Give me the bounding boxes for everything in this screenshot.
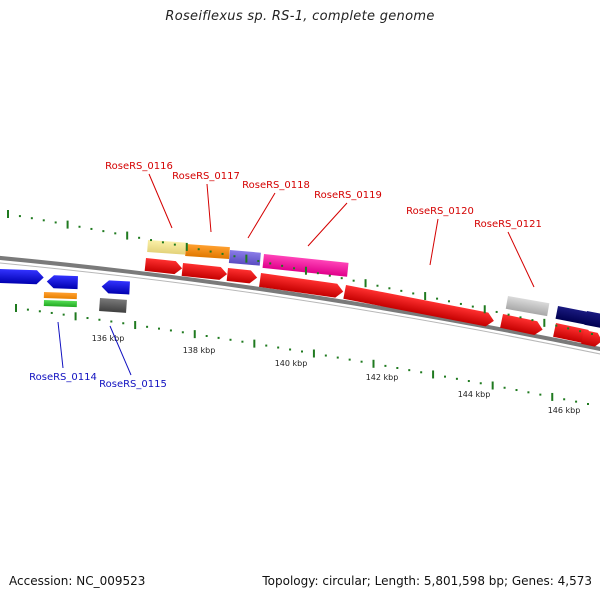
genome-backbone-shadow xyxy=(0,262,600,355)
gene-navy-2 xyxy=(584,311,600,329)
gene-label: RoseRS_0119 xyxy=(314,190,382,201)
gene-roseRS-0117 xyxy=(185,244,230,260)
gene-roseRS-0114-orange xyxy=(43,292,77,300)
tick-label: 138 kbp xyxy=(183,346,216,355)
accession-text: Accession: NC_009523 xyxy=(9,574,146,588)
gene-dark-gray-shape xyxy=(99,298,127,313)
gene-label-leader xyxy=(109,325,132,376)
gene-label-leader xyxy=(247,192,276,239)
cds-forward-6-shape xyxy=(500,314,543,335)
gene-blue-reverse xyxy=(46,275,78,290)
gene-navy-2-shape xyxy=(584,311,600,329)
tick-label: 144 kbp xyxy=(458,390,491,399)
gene-roseRS-0116-shape xyxy=(147,240,186,255)
gene-roseRS-0115-shape xyxy=(101,280,130,295)
gene-roseRS-0121 xyxy=(505,296,550,317)
cds-forward-4 xyxy=(259,273,344,298)
gene-roseRS-0118 xyxy=(228,250,261,266)
cds-forward-3-shape xyxy=(226,268,258,284)
gene-roseRS-0114-green-shape xyxy=(43,300,77,308)
genome-backbone xyxy=(0,255,600,351)
cds-forward-1-shape xyxy=(144,258,183,275)
cds-forward-5-shape xyxy=(343,285,494,327)
gene-label: RoseRS_0120 xyxy=(406,206,474,217)
cds-forward-5 xyxy=(343,285,494,327)
gene-navy-1-shape xyxy=(555,306,588,325)
gene-label: RoseRS_0115 xyxy=(99,379,167,390)
gene-blue-reverse-shape xyxy=(46,275,78,290)
tick-label: 142 kbp xyxy=(366,373,399,382)
gene-blue-left-shape xyxy=(0,269,44,285)
gene-label: RoseRS_0118 xyxy=(242,180,310,191)
tick-label: 136 kbp xyxy=(92,334,125,343)
map-title: Roseiflexus sp. RS-1, complete genome xyxy=(165,9,435,24)
cds-forward-4-shape xyxy=(259,273,344,298)
gene-label-leader xyxy=(57,321,64,369)
cds-forward-2 xyxy=(181,263,228,280)
gene-roseRS-0114-orange-shape xyxy=(43,292,77,300)
cds-forward-3 xyxy=(226,268,258,284)
gene-label-leader xyxy=(429,218,439,266)
gene-label: RoseRS_0116 xyxy=(105,161,173,172)
gene-dark-gray xyxy=(99,298,127,313)
cds-forward-8-shape xyxy=(581,330,600,347)
gene-navy-1 xyxy=(555,306,588,325)
cds-forward-1 xyxy=(144,258,183,275)
gene-blue-left xyxy=(0,269,44,285)
gene-label-leader xyxy=(507,231,535,288)
gene-roseRS-0115 xyxy=(101,280,130,295)
gene-label: RoseRS_0121 xyxy=(474,219,542,230)
gene-label: RoseRS_0117 xyxy=(172,171,240,182)
gene-label-leader xyxy=(206,183,212,233)
cds-forward-6 xyxy=(500,314,543,335)
gene-roseRS-0119-shape xyxy=(262,254,349,277)
gene-roseRS-0117-shape xyxy=(185,244,230,260)
gene-roseRS-0116 xyxy=(147,240,186,255)
gene-roseRS-0121-shape xyxy=(505,296,550,317)
gene-label: RoseRS_0114 xyxy=(29,372,97,383)
gene-roseRS-0114-green xyxy=(43,300,77,308)
cds-forward-2-shape xyxy=(181,263,228,280)
gene-label-leader xyxy=(148,173,173,229)
tick-label: 140 kbp xyxy=(275,359,308,368)
gene-roseRS-0118-shape xyxy=(228,250,261,266)
cds-forward-8 xyxy=(581,330,600,347)
gene-label-leader xyxy=(307,202,348,247)
genome-stats-text: Topology: circular; Length: 5,801,598 bp… xyxy=(262,574,592,588)
gene-roseRS-0119 xyxy=(262,254,349,277)
tick-label: 146 kbp xyxy=(548,406,581,415)
